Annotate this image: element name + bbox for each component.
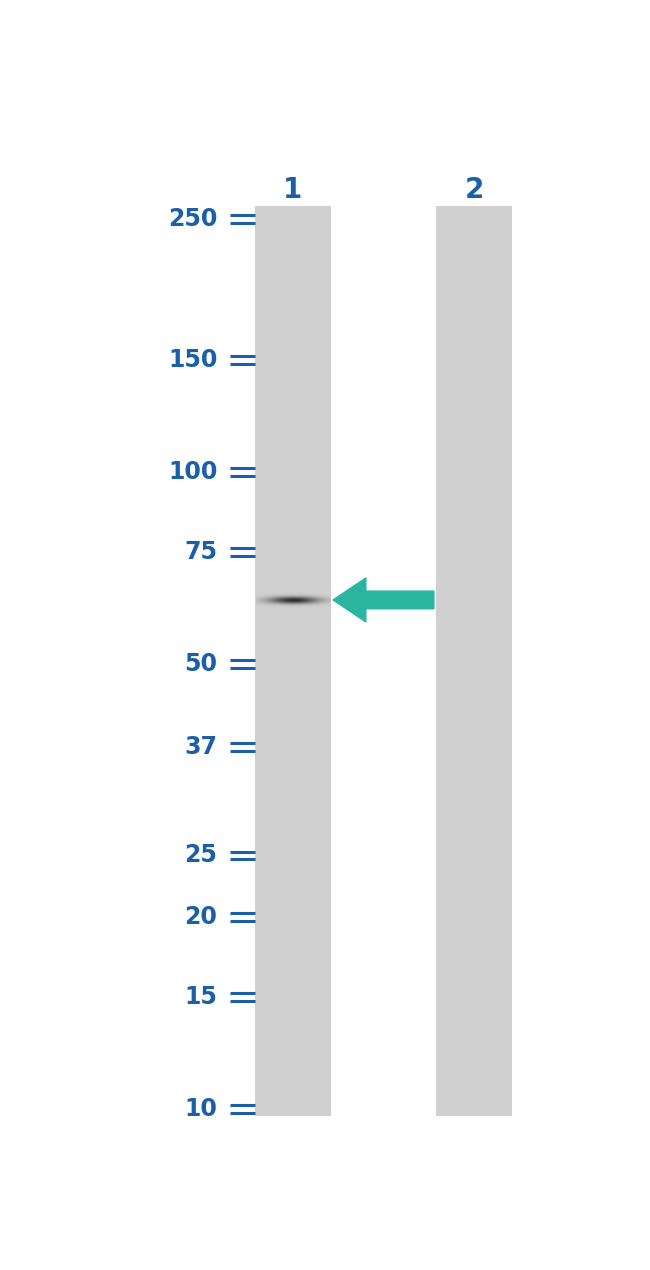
Bar xyxy=(436,206,512,1115)
Text: 150: 150 xyxy=(168,348,217,372)
Text: 75: 75 xyxy=(184,540,217,564)
Bar xyxy=(255,206,331,1115)
Text: 2: 2 xyxy=(465,175,484,203)
Text: 250: 250 xyxy=(168,207,217,231)
Text: 15: 15 xyxy=(185,984,217,1008)
FancyArrow shape xyxy=(333,578,434,622)
Text: 100: 100 xyxy=(168,460,217,484)
Text: 50: 50 xyxy=(184,652,217,676)
Text: 37: 37 xyxy=(184,735,217,759)
Text: 20: 20 xyxy=(185,906,217,930)
Text: 10: 10 xyxy=(185,1097,217,1121)
Text: 1: 1 xyxy=(283,175,302,203)
Text: 25: 25 xyxy=(185,843,217,867)
